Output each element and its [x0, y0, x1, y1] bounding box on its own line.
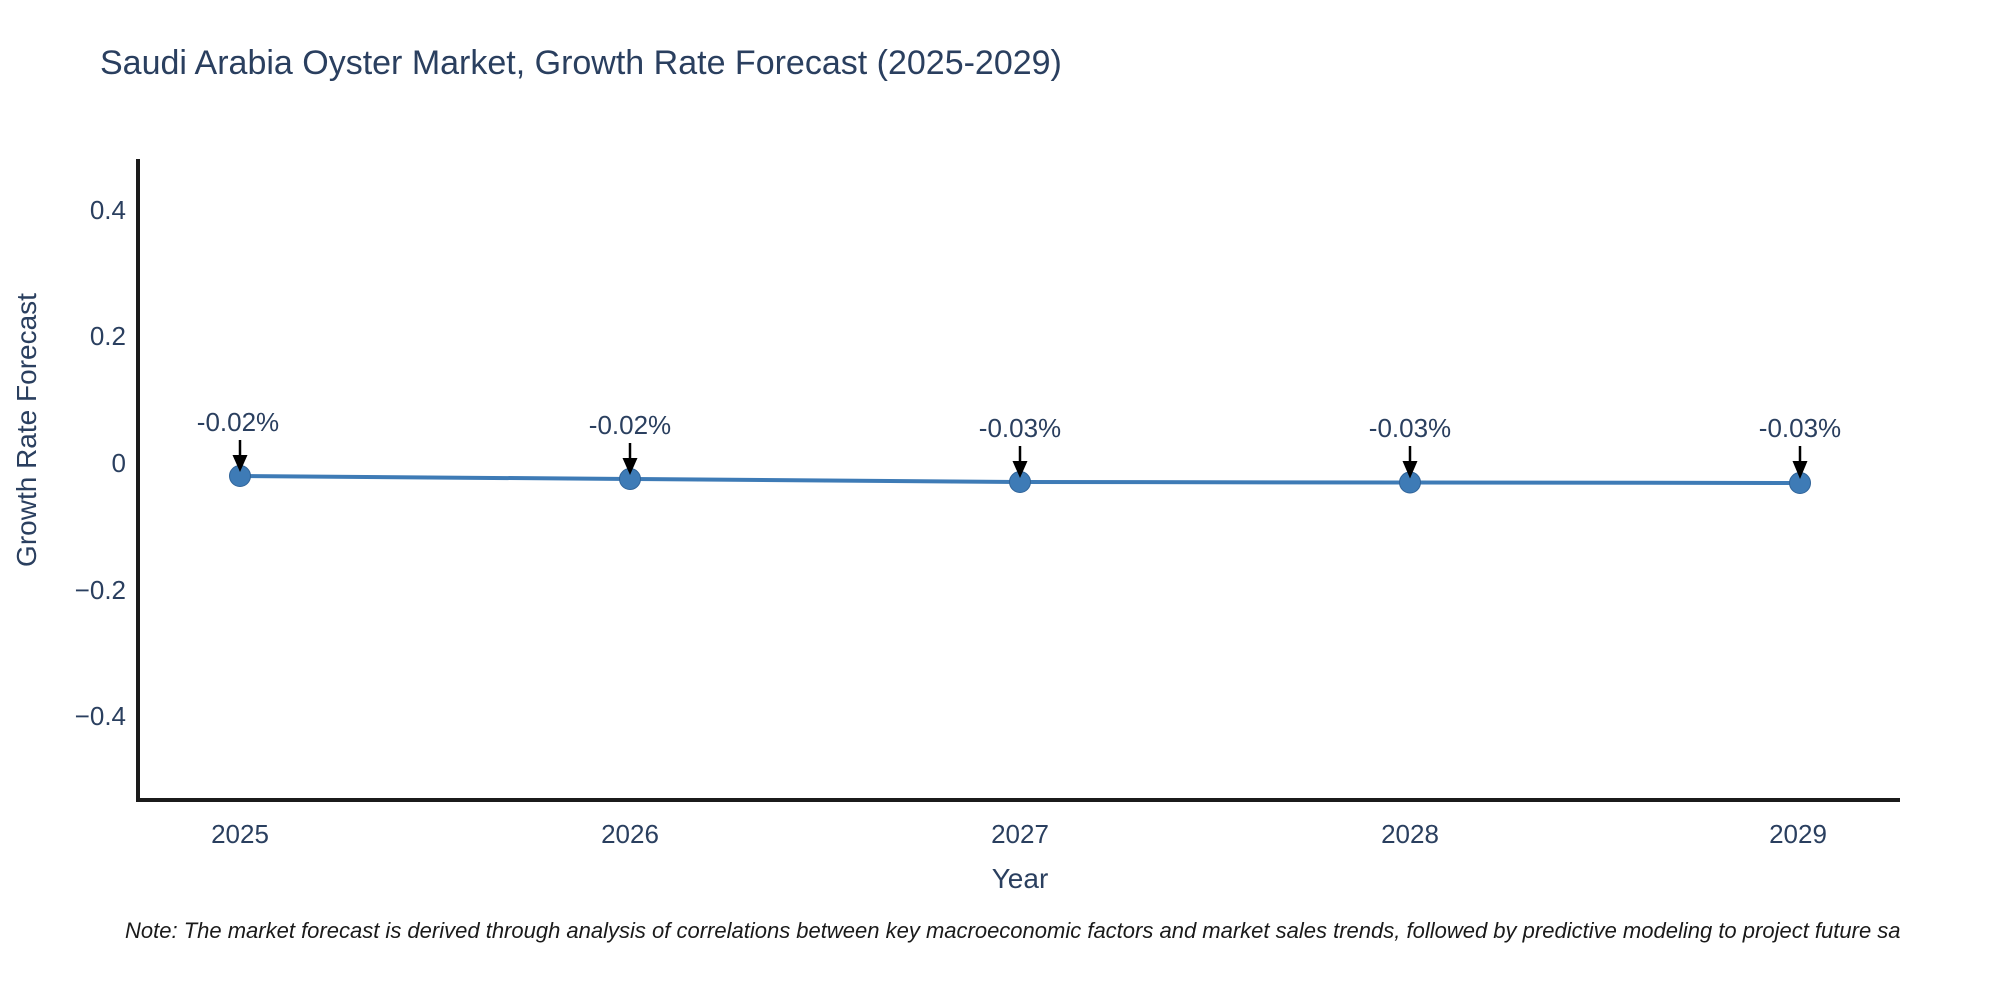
x-tick-label: 2025: [211, 819, 269, 849]
data-point-label: -0.02%: [589, 410, 671, 440]
data-point-label: -0.03%: [979, 413, 1061, 443]
forecast-methodology-note: Note: The market forecast is derived thr…: [125, 918, 1901, 943]
x-tick-label: 2029: [1769, 819, 1827, 849]
chart-title: Saudi Arabia Oyster Market, Growth Rate …: [100, 44, 1062, 82]
annotation-arrow-icon: [622, 443, 638, 475]
data-point-label: -0.03%: [1759, 413, 1841, 443]
y-tick-label: 0.2: [90, 321, 126, 351]
y-tick-label: −0.2: [75, 575, 126, 605]
annotation-arrow-icon: [1402, 446, 1418, 479]
annotation-arrow-icon: [1012, 446, 1028, 478]
data-point-label: -0.03%: [1369, 413, 1451, 443]
x-axis-title: Year: [992, 863, 1049, 894]
y-axis-title: Growth Rate Forecast: [11, 293, 42, 567]
y-tick-label: −0.4: [75, 701, 126, 731]
x-tick-label: 2027: [991, 819, 1049, 849]
y-tick-label: 0.4: [90, 195, 126, 225]
data-point-label: -0.02%: [197, 407, 279, 437]
x-tick-label: 2026: [601, 819, 659, 849]
annotation-arrow-icon: [1792, 446, 1808, 479]
annotation-arrow-icon: [232, 440, 248, 472]
x-tick-label: 2028: [1381, 819, 1439, 849]
y-tick-label: 0: [112, 448, 126, 478]
